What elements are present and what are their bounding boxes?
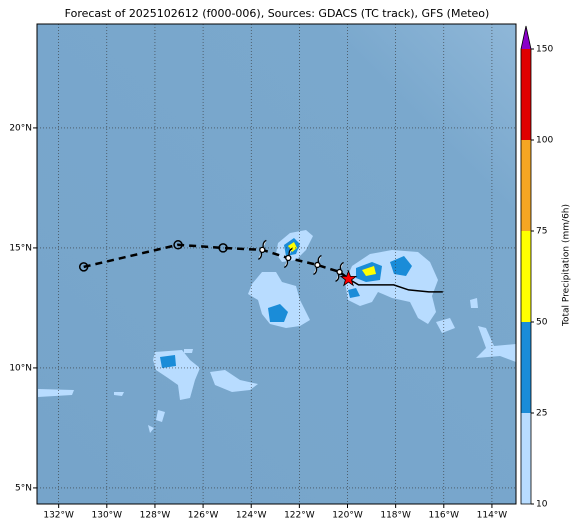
colorbar-tick-label: 150 — [536, 45, 553, 55]
colorbar-tick-label: 10 — [536, 500, 548, 510]
track-point — [218, 243, 228, 253]
colorbar-tick-label: 75 — [536, 227, 547, 237]
cyclone-symbol — [257, 239, 267, 260]
y-tick-label: 15°N — [9, 243, 32, 253]
x-tick-label: 124°W — [236, 511, 267, 521]
x-tick-label: 116°W — [428, 511, 459, 521]
colorbar-extend — [521, 26, 531, 49]
colorbar-outline — [520, 25, 532, 505]
cyclone-symbol — [313, 254, 322, 276]
colorbar-segment — [521, 140, 531, 231]
cyclone-symbol — [335, 261, 344, 283]
colorbar-label: Total Precipitation (mm/6h) — [562, 204, 572, 327]
colorbar-segment — [521, 231, 531, 322]
x-tick-label: 122°W — [284, 511, 315, 521]
x-tick-label: 120°W — [332, 511, 363, 521]
x-tick-label: 114°W — [477, 511, 508, 521]
tracks — [78, 239, 443, 293]
y-tick-label: 5°N — [15, 483, 32, 493]
track-point — [78, 262, 89, 272]
map-frame — [36, 23, 517, 505]
track-point — [173, 240, 183, 250]
grid — [37, 24, 516, 504]
colorbar-tick-label: 100 — [536, 136, 553, 146]
x-tick-label: 118°W — [380, 511, 411, 521]
colorbar-segment — [521, 413, 531, 504]
x-tick-label: 132°W — [43, 511, 74, 521]
colorbar-segment — [521, 322, 531, 413]
chart-title: Forecast of 2025102612 (f000-006), Sourc… — [65, 7, 490, 20]
y-tick-label: 20°N — [9, 123, 32, 133]
colorbar-tick-label: 25 — [536, 409, 547, 419]
observed-track — [348, 278, 443, 293]
forecast-track — [83, 243, 350, 280]
colorbar-tick-label: 50 — [536, 318, 548, 328]
colorbar-segment — [521, 49, 531, 140]
x-tick-label: 126°W — [188, 511, 219, 521]
cyclone-symbol — [283, 247, 293, 269]
x-tick-label: 130°W — [92, 511, 123, 521]
current-position — [339, 269, 358, 287]
x-tick-label: 128°W — [140, 511, 171, 521]
y-tick-label: 10°N — [9, 363, 32, 373]
map-background — [37, 24, 516, 504]
